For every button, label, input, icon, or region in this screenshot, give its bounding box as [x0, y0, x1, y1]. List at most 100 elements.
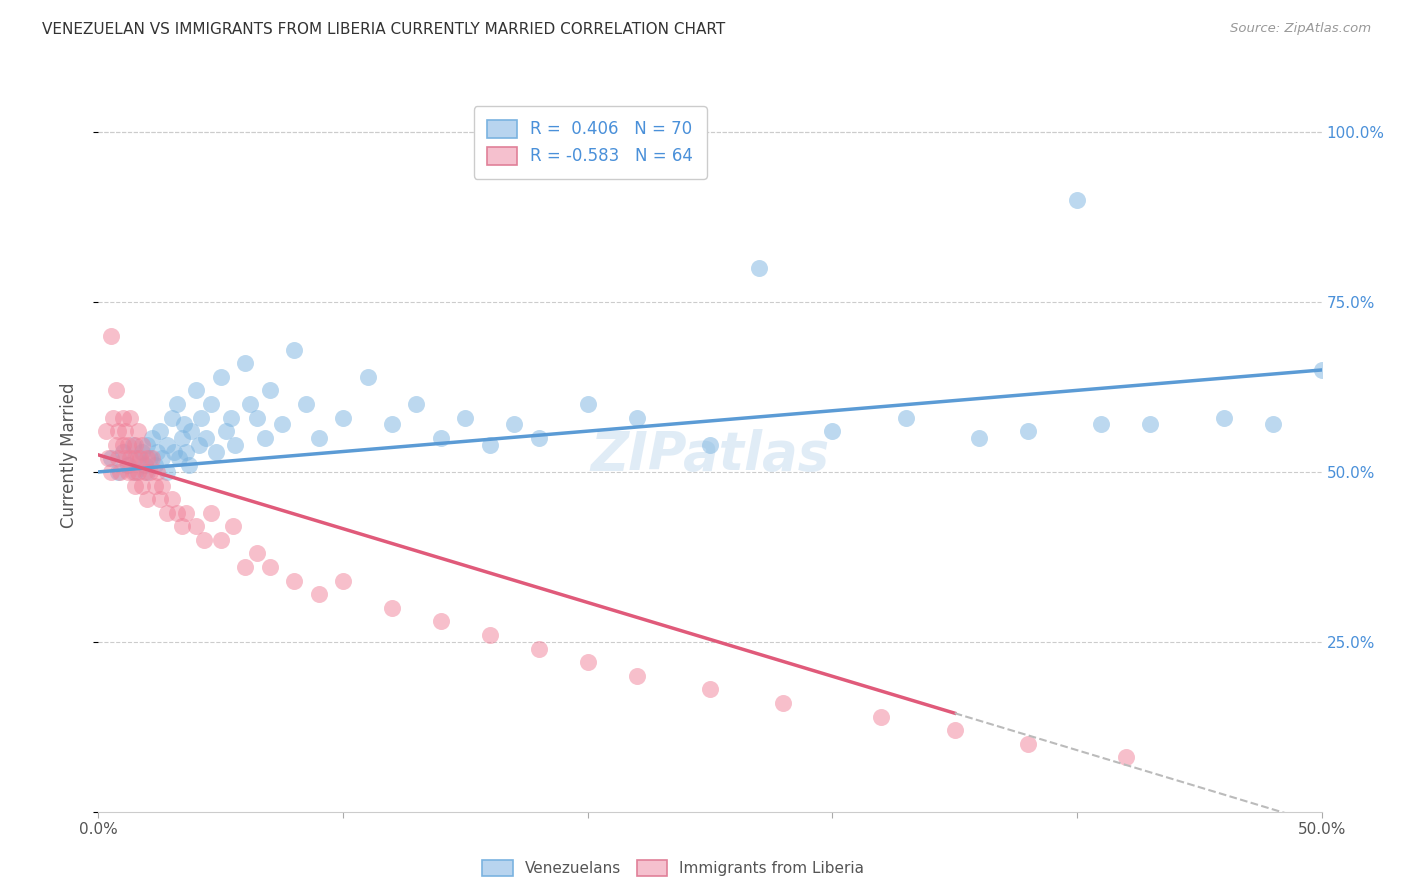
- Point: [270, 417, 294, 432]
- Point: [821, 424, 844, 438]
- Point: [114, 451, 136, 466]
- Point: [224, 438, 246, 452]
- Point: [1212, 410, 1234, 425]
- Point: [1066, 193, 1088, 207]
- Point: [146, 465, 169, 479]
- Point: [141, 451, 163, 466]
- Point: [699, 438, 721, 452]
- Point: [127, 451, 149, 466]
- Point: [190, 410, 212, 425]
- Point: [180, 424, 202, 438]
- Point: [160, 492, 183, 507]
- Point: [503, 417, 526, 432]
- Point: [127, 424, 149, 438]
- Point: [139, 451, 162, 466]
- Point: [894, 410, 917, 425]
- Point: [283, 574, 305, 588]
- Point: [1115, 750, 1137, 764]
- Point: [356, 369, 378, 384]
- Point: [136, 492, 159, 507]
- Point: [246, 410, 269, 425]
- Point: [107, 451, 129, 466]
- Point: [308, 587, 330, 601]
- Point: [131, 478, 153, 492]
- Point: [150, 451, 173, 466]
- Point: [626, 410, 648, 425]
- Point: [870, 709, 893, 723]
- Point: [176, 444, 198, 458]
- Point: [107, 424, 129, 438]
- Point: [1139, 417, 1161, 432]
- Point: [308, 431, 330, 445]
- Point: [127, 465, 149, 479]
- Point: [150, 478, 173, 492]
- Text: Source: ZipAtlas.com: Source: ZipAtlas.com: [1230, 22, 1371, 36]
- Point: [626, 669, 648, 683]
- Point: [139, 465, 162, 479]
- Point: [143, 458, 166, 472]
- Point: [177, 458, 200, 472]
- Point: [100, 451, 122, 466]
- Point: [967, 431, 990, 445]
- Point: [156, 438, 179, 452]
- Point: [120, 410, 142, 425]
- Point: [219, 410, 242, 425]
- Point: [222, 519, 245, 533]
- Point: [187, 438, 209, 452]
- Point: [186, 519, 208, 533]
- Point: [117, 458, 139, 472]
- Point: [233, 560, 256, 574]
- Point: [699, 682, 721, 697]
- Point: [478, 438, 501, 452]
- Point: [114, 424, 136, 438]
- Point: [170, 431, 193, 445]
- Point: [405, 397, 427, 411]
- Point: [478, 628, 501, 642]
- Point: [136, 465, 159, 479]
- Point: [141, 431, 163, 445]
- Point: [772, 696, 794, 710]
- Point: [283, 343, 305, 357]
- Point: [134, 458, 156, 472]
- Point: [186, 384, 208, 398]
- Point: [430, 615, 453, 629]
- Legend: Venezuelans, Immigrants from Liberia: Venezuelans, Immigrants from Liberia: [477, 855, 870, 882]
- Point: [107, 465, 129, 479]
- Point: [97, 451, 120, 466]
- Point: [134, 465, 156, 479]
- Point: [163, 444, 186, 458]
- Point: [149, 492, 172, 507]
- Point: [173, 417, 195, 432]
- Point: [748, 260, 770, 275]
- Point: [121, 438, 143, 452]
- Point: [176, 506, 198, 520]
- Point: [193, 533, 215, 547]
- Point: [246, 546, 269, 560]
- Point: [104, 438, 127, 452]
- Point: [576, 397, 599, 411]
- Point: [100, 465, 122, 479]
- Point: [332, 410, 354, 425]
- Point: [205, 444, 228, 458]
- Point: [253, 431, 276, 445]
- Point: [136, 451, 159, 466]
- Point: [209, 533, 232, 547]
- Point: [259, 560, 281, 574]
- Point: [101, 410, 124, 425]
- Point: [233, 356, 256, 370]
- Point: [170, 519, 193, 533]
- Point: [117, 438, 139, 452]
- Point: [110, 465, 132, 479]
- Point: [381, 600, 404, 615]
- Point: [1017, 737, 1039, 751]
- Point: [120, 451, 142, 466]
- Point: [146, 444, 169, 458]
- Point: [94, 424, 117, 438]
- Point: [111, 438, 134, 452]
- Y-axis label: Currently Married: Currently Married: [59, 382, 77, 528]
- Point: [160, 410, 183, 425]
- Point: [454, 410, 477, 425]
- Point: [195, 431, 218, 445]
- Point: [129, 451, 152, 466]
- Point: [332, 574, 354, 588]
